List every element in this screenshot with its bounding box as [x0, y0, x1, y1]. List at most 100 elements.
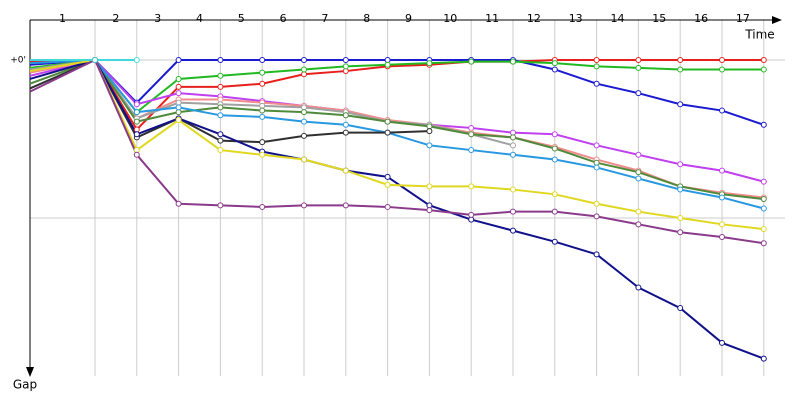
data-point [719, 57, 725, 63]
data-point [760, 205, 767, 212]
x-tick-label: 13 [569, 12, 583, 25]
data-point [677, 229, 684, 236]
data-point [510, 208, 516, 215]
data-point [217, 104, 224, 111]
series-line [29, 58, 764, 114]
series-line [29, 58, 514, 147]
data-point [635, 221, 642, 228]
data-point [426, 183, 433, 190]
data-point [510, 151, 516, 158]
x-tick-label: 9 [405, 12, 412, 25]
data-point [301, 118, 307, 125]
data-point [133, 101, 140, 108]
x-tick-label: 15 [652, 12, 666, 25]
data-point [593, 57, 600, 63]
data-point [426, 207, 433, 214]
data-point [133, 109, 140, 116]
x-axis-label: Time [744, 28, 774, 42]
data-point [635, 64, 642, 71]
data-point [551, 131, 558, 138]
data-point [426, 142, 433, 149]
data-point [510, 186, 516, 193]
data-point [760, 121, 767, 128]
data-point [468, 131, 475, 138]
x-tick-label: 11 [485, 12, 499, 25]
data-point [259, 151, 266, 158]
x-tick-label: 12 [527, 12, 541, 25]
data-point [92, 57, 98, 63]
data-point [301, 109, 307, 116]
data-point [217, 112, 224, 119]
data-point [510, 134, 516, 141]
x-tick-label: 2 [112, 12, 119, 25]
data-point [133, 131, 140, 138]
x-tick-label: 5 [238, 12, 245, 25]
data-point [175, 200, 182, 207]
data-point [175, 75, 182, 82]
series-line [29, 58, 765, 126]
x-tick-label: 8 [363, 12, 370, 25]
data-point [384, 181, 391, 188]
data-point [468, 58, 475, 65]
data-point [635, 151, 642, 158]
series-line [29, 58, 764, 231]
x-tick-label: 16 [694, 12, 708, 25]
data-point [551, 208, 558, 215]
data-point [217, 83, 224, 90]
data-point [468, 211, 475, 218]
x-tick-label: 17 [736, 12, 750, 25]
data-point [593, 80, 600, 87]
data-point [510, 58, 516, 65]
data-point [342, 63, 349, 70]
x-tick-label: 4 [196, 12, 203, 25]
data-point [175, 117, 182, 124]
data-point [719, 167, 725, 174]
data-point [760, 196, 767, 203]
x-tick-label: 6 [280, 12, 287, 25]
data-point [635, 169, 642, 176]
series-line [29, 58, 765, 360]
x-tick-label: 3 [154, 12, 161, 25]
y-tick-label: +0' [10, 56, 26, 66]
data-point [175, 83, 182, 90]
data-point [342, 202, 349, 209]
data-point [719, 339, 725, 346]
data-point [551, 191, 558, 198]
data-point [593, 200, 600, 207]
data-point [217, 131, 224, 138]
data-point [551, 156, 558, 163]
data-point [217, 72, 224, 79]
data-point [259, 139, 266, 146]
data-point [551, 145, 558, 152]
data-point [384, 173, 391, 180]
x-tick-label: 14 [611, 12, 625, 25]
data-point [593, 251, 600, 258]
data-point [175, 57, 182, 63]
data-point [593, 63, 600, 70]
data-point [217, 147, 224, 154]
data-point [593, 164, 600, 171]
data-point [259, 113, 266, 120]
data-point [593, 213, 600, 220]
data-point [719, 221, 725, 228]
series-line [29, 58, 765, 210]
x-tick-label: 10 [443, 12, 457, 25]
data-point [760, 57, 767, 63]
series-line [29, 58, 764, 201]
x-tick-label: 1 [59, 12, 66, 25]
data-point [677, 161, 684, 168]
series-line [29, 58, 764, 132]
data-point [259, 80, 266, 87]
data-point [301, 57, 307, 63]
data-point [384, 61, 391, 68]
data-point [175, 90, 182, 97]
data-point [719, 233, 725, 240]
data-point [635, 57, 642, 63]
data-point [217, 57, 224, 63]
data-point [719, 66, 725, 73]
data-point [635, 208, 642, 215]
y-axis-label: Gap [13, 378, 37, 392]
data-point [384, 203, 391, 210]
data-point [301, 156, 307, 163]
